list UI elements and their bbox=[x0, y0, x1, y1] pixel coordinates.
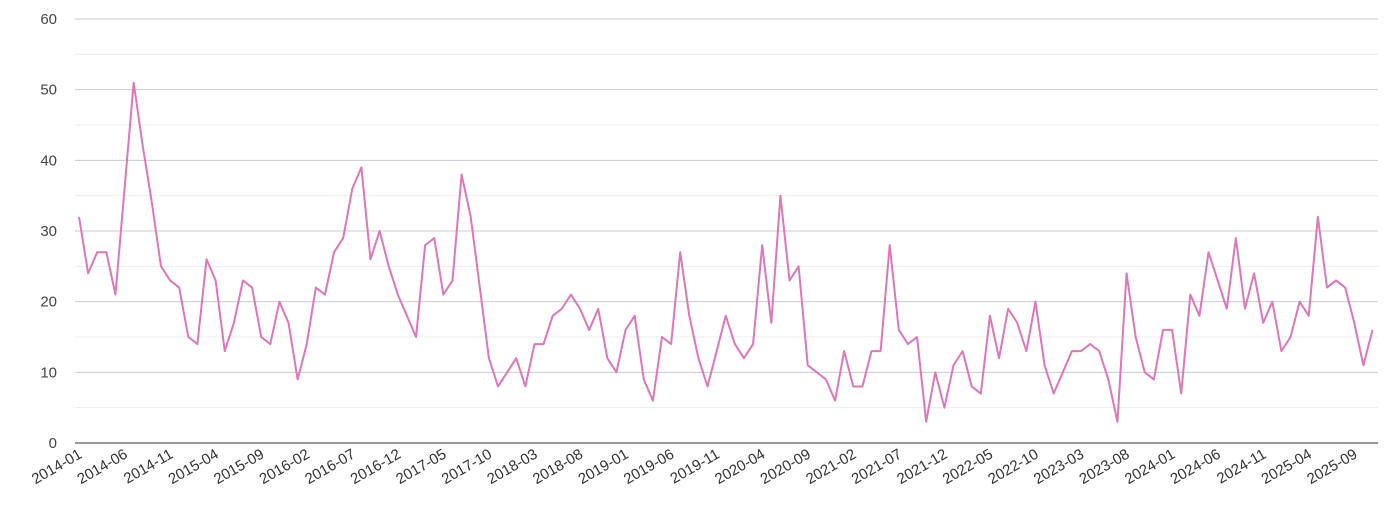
x-tick-label: 2017-10 bbox=[439, 446, 495, 488]
x-tick-label: 2025-09 bbox=[1304, 446, 1360, 488]
series-line bbox=[78, 81, 1374, 423]
x-tick-label: 2021-07 bbox=[849, 446, 905, 488]
x-tick-label: 2017-05 bbox=[393, 446, 449, 488]
x-tick-label: 2023-03 bbox=[1031, 446, 1087, 488]
x-tick-label: 2018-08 bbox=[530, 446, 586, 488]
x-tick-label: 2023-08 bbox=[1076, 446, 1132, 488]
x-tick-label: 2025-04 bbox=[1259, 446, 1315, 488]
x-tick-label: 2016-02 bbox=[257, 446, 313, 488]
x-tick-label: 2014-11 bbox=[121, 446, 176, 488]
x-tick-label: 2024-06 bbox=[1167, 446, 1223, 488]
x-tick-label: 2015-04 bbox=[165, 446, 221, 488]
x-axis-ticks: 2014-012014-062014-112015-042015-092016-… bbox=[29, 446, 1360, 488]
x-tick-label: 2016-12 bbox=[348, 446, 404, 488]
x-tick-label: 2022-05 bbox=[940, 446, 996, 488]
y-tick-label: 10 bbox=[40, 364, 57, 381]
x-tick-label: 2016-07 bbox=[302, 446, 358, 488]
x-tick-label: 2024-11 bbox=[1214, 446, 1269, 488]
x-tick-label: 2022-10 bbox=[985, 446, 1041, 488]
x-tick-label: 2021-12 bbox=[894, 446, 950, 488]
y-tick-label: 0 bbox=[49, 435, 57, 452]
y-tick-label: 40 bbox=[40, 152, 57, 169]
x-tick-label: 2015-09 bbox=[211, 446, 267, 488]
x-tick-label: 2019-01 bbox=[575, 446, 631, 488]
x-tick-label: 2018-03 bbox=[484, 446, 540, 488]
x-tick-label: 2020-04 bbox=[712, 446, 768, 488]
x-tick-label: 2014-01 bbox=[29, 446, 85, 488]
y-tick-label: 20 bbox=[40, 294, 57, 311]
x-tick-label: 2019-06 bbox=[621, 446, 677, 488]
x-tick-label: 2024-01 bbox=[1122, 446, 1178, 488]
x-tick-label: 2020-09 bbox=[758, 446, 814, 488]
y-tick-label: 60 bbox=[40, 11, 57, 28]
grid-lines bbox=[75, 18, 1378, 409]
y-axis-ticks: 0 10 20 30 40 50 60 bbox=[40, 11, 57, 452]
x-tick-label: 2021-02 bbox=[803, 446, 859, 488]
y-tick-label: 50 bbox=[40, 82, 57, 99]
x-tick-label: 2014-06 bbox=[74, 446, 130, 488]
y-tick-label: 30 bbox=[40, 223, 57, 240]
x-tick-label: 2019-11 bbox=[667, 446, 722, 488]
